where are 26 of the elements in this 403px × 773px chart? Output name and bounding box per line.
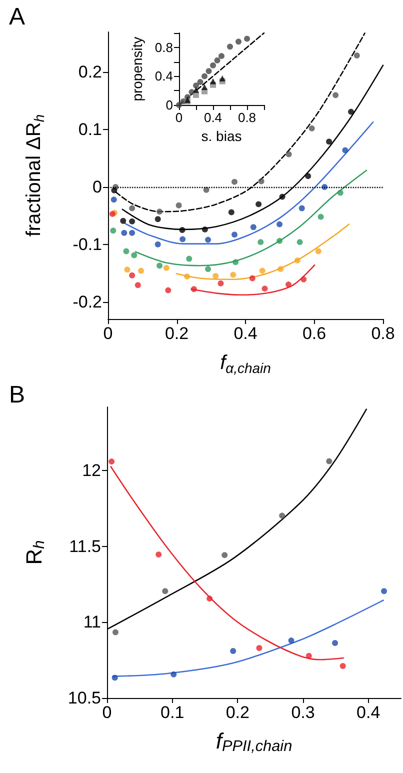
y-tick-label: -0.1 — [72, 234, 102, 254]
y-tick-label: 0.4 — [154, 68, 173, 84]
x-tick-label: 0.2 — [226, 703, 250, 722]
y-axis-title: fractional ΔRh — [23, 114, 47, 237]
x-tick-label: 0.4 — [234, 324, 258, 343]
chart-title: B — [9, 382, 26, 408]
y-tick-label: 0.8 — [154, 40, 173, 55]
x-tick-label: 0.4 — [356, 703, 380, 722]
y-tick-label: 10.5 — [68, 688, 101, 708]
chart-title: A — [9, 4, 26, 30]
x-axis-title: s. bias — [201, 128, 242, 144]
x-tick-label: 0.8 — [371, 324, 395, 343]
y-tick-label: -0.2 — [72, 292, 102, 312]
y-tick-label: 0 — [166, 98, 173, 112]
x-tick-label: 0.3 — [291, 703, 315, 722]
x-tick-label: 0.6 — [302, 324, 326, 343]
y-tick-label: 11 — [83, 612, 101, 632]
x-tick-label: 0.8 — [238, 110, 256, 125]
x-tick-label: 0.4 — [204, 110, 222, 125]
y-axis-title: propensity — [129, 36, 146, 102]
y-tick-label: 11.5 — [69, 536, 101, 556]
y-tick-label: 0.2 — [78, 62, 102, 82]
y-tick-label: 0 — [92, 177, 102, 196]
y-axis-title: Rh — [22, 540, 48, 565]
y-tick-label: 12 — [82, 461, 101, 480]
x-tick-label: 0 — [175, 110, 183, 125]
